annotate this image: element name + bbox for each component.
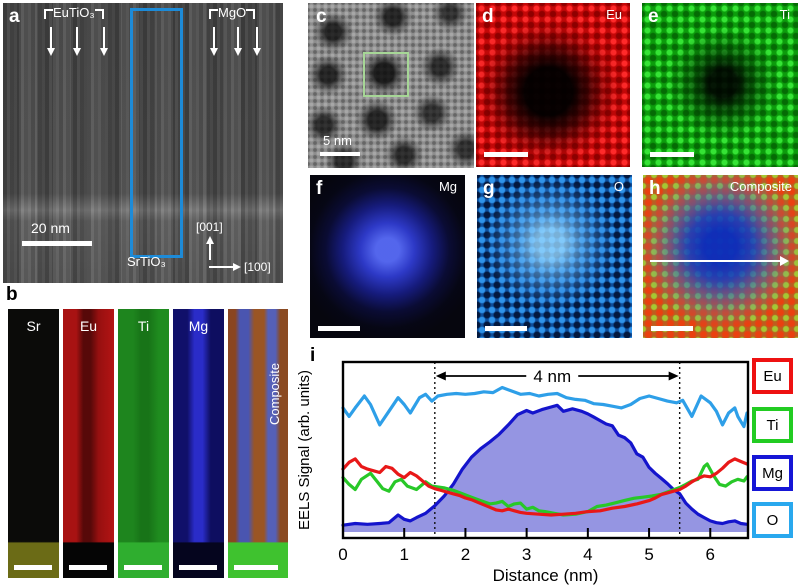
down-arrow-icon [252,27,261,56]
element-label: Composite [729,179,792,194]
down-arrow-icon [72,27,81,56]
map-strip-composite: Composite [228,309,288,578]
map-strip-eu: Eu [63,309,114,578]
element-label: Eu [606,7,622,22]
panel-label-e: e [648,6,659,27]
scalebar [320,152,360,156]
series-mg-line [341,403,749,527]
map-label: Ti [137,318,150,334]
x-tick-label: 2 [461,545,470,564]
panel-d-eu-map: d Eu [476,3,630,167]
panel-label-a: a [9,6,20,27]
scalebar [485,326,527,331]
panel-label-b: b [6,284,18,305]
map-label: Sr [26,318,41,334]
x-tick-label: 5 [644,545,653,564]
panel-label-f: f [316,178,323,199]
srtio3-label: SrTiO₃ [127,254,166,269]
o-signal-core [477,175,632,338]
scalebar [69,565,107,570]
element-label: Mg [438,179,457,194]
region-of-interest-box [130,8,183,258]
legend-label: O [766,511,779,529]
panel-c-hrstem: c 5 nm [308,3,474,168]
eu-depleted-core [476,3,630,167]
scalebar [318,326,360,331]
down-arrow-icon [99,27,108,56]
scalebar [651,326,693,331]
element-label: Ti [779,7,790,22]
right-arrow-icon [209,262,241,271]
map-strip-sr: Sr [8,309,59,578]
map-strip-ti: Ti [118,309,169,578]
bracket-right-icon [246,9,256,19]
down-arrow-icon [233,27,242,56]
series-o-line [341,385,749,429]
panel-label-c: c [316,6,327,27]
x-tick-label: 4 [583,545,592,564]
panel-g-o-map: g O [477,175,632,338]
legend-item-mg: Mg [752,455,793,491]
composite-core [643,175,798,338]
mgo-label: MgO [209,6,256,19]
map-label: Composite [267,362,282,425]
x-tick-label: 6 [706,545,715,564]
panel-label-i: i [310,345,316,366]
eels-chart: 4 nm 0 1 2 3 4 5 6 Distance (nm) EELS Signal (arb… [296,360,750,585]
scalebar [124,565,162,570]
mg-rich-core [310,175,465,338]
map-strip-mg: Mg [173,309,224,578]
legend-label: Ti [766,416,779,434]
series-eu-line [341,457,749,517]
map-label: Eu [79,318,98,334]
annotation-label: 4 nm [533,367,571,386]
scalebar [14,565,52,570]
ti-depleted-core [642,3,798,167]
bracket-left-icon [209,9,218,19]
legend-item-eu: Eu [752,358,793,394]
x-axis-title: Distance (nm) [493,566,599,585]
scalebar [179,565,217,570]
right-arrowhead-icon [668,371,679,381]
legend-label: Eu [763,367,782,385]
y-axis-title: EELS Signal (arb. units) [296,370,313,530]
down-arrow-icon [209,27,218,56]
bracket-right-icon [94,9,104,19]
panel-f-mg-map: f Mg [310,175,465,338]
panel-e-ti-map: e Ti [642,3,798,167]
map-label: Mg [188,318,209,334]
scalebar [484,152,528,157]
panel-label-g: g [483,178,495,199]
panel-a-stem-overview: a EuTiO₃ MgO SrTiO₃ 20 nm [001] [100] [3,3,283,283]
scalebar-label: 5 nm [323,133,352,148]
x-tick-label: 1 [399,545,408,564]
zoom-region-box [363,52,409,97]
x-tick-label: 0 [338,545,347,564]
panel-label-d: d [482,6,494,27]
line-profile-arrow-icon [650,256,789,266]
axis-100-label: [100] [244,260,271,274]
scalebar [234,565,278,570]
left-arrowhead-icon [435,371,446,381]
x-tick-label: 3 [522,545,531,564]
panel-i-eels-profile: i 4 nm 0 1 2 3 4 5 6 Distance (nm) EELS Signal (a… [295,343,799,585]
element-label: O [613,179,624,194]
plot-border [341,360,750,540]
scalebar-label: 20 nm [31,220,70,236]
axis-001-label: [001] [196,220,223,234]
legend-item-ti: Ti [752,407,793,443]
scalebar [650,152,694,157]
panel-h-composite-map: h Composite [643,175,798,338]
precipitate-spots [308,3,474,168]
down-arrow-icon [46,27,55,56]
up-arrow-icon [205,236,214,260]
legend-item-o: O [752,502,793,538]
panel-label-h: h [649,178,661,199]
eutio3-label: EuTiO₃ [44,6,104,19]
scalebar [22,241,92,246]
bracket-left-icon [44,9,53,19]
legend-label: Mg [762,464,783,482]
